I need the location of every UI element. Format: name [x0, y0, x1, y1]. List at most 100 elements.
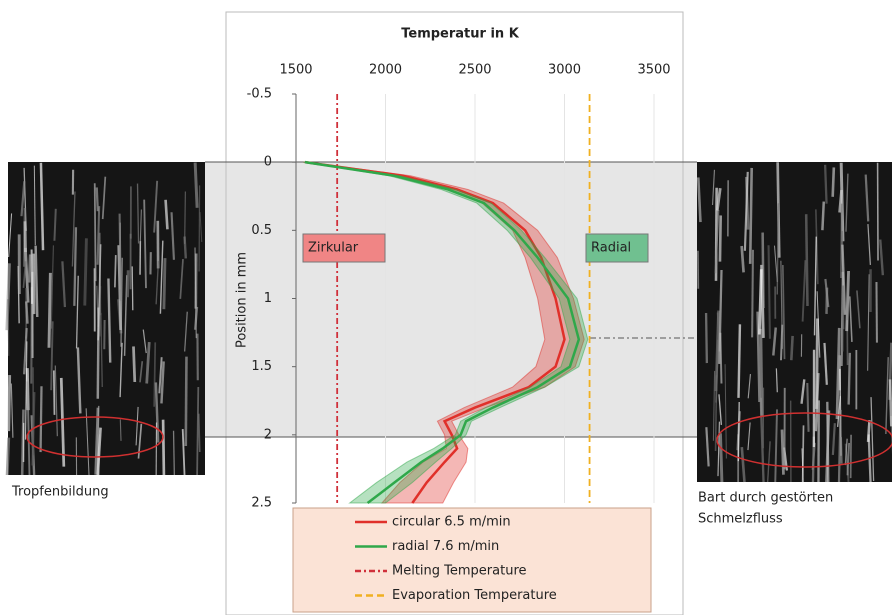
photo-streak	[801, 260, 807, 322]
photo-streak	[835, 327, 841, 420]
x-tick-label: 3000	[548, 63, 581, 78]
photo-streak	[119, 419, 122, 441]
photo-streak	[5, 437, 11, 476]
photo-streak	[800, 379, 806, 404]
y-tick-label: -0.5	[247, 87, 272, 102]
photo-streak	[23, 167, 27, 231]
photo-streak	[831, 423, 836, 455]
photo-streak	[107, 278, 112, 363]
photo-streak	[767, 245, 771, 339]
photo-streak	[845, 270, 850, 332]
photo-streak	[24, 247, 30, 303]
photo-streak	[139, 209, 142, 246]
photo-streak	[155, 260, 160, 305]
photo-streak	[53, 208, 57, 241]
photo-streak	[756, 311, 761, 403]
photo-streak	[71, 191, 76, 267]
photo-streak	[844, 438, 848, 466]
photo-streak	[153, 342, 157, 407]
photo-streak	[804, 214, 809, 307]
photo-streak	[136, 183, 140, 244]
legend-label: Melting Temperature	[392, 564, 527, 579]
photo-streak	[33, 165, 36, 246]
photo-streak	[825, 287, 829, 314]
photo-streak	[126, 270, 130, 298]
photo-streak	[135, 406, 139, 446]
photo-streak	[120, 257, 123, 347]
photo-streak	[8, 213, 13, 258]
photo-streak	[747, 422, 751, 451]
photo-streak	[714, 209, 720, 274]
photo-streak	[825, 410, 831, 483]
photo-streak	[740, 245, 745, 273]
legend	[292, 507, 652, 613]
photo-streak	[26, 381, 31, 476]
photo-streak	[801, 448, 804, 483]
photo-streak	[879, 239, 885, 276]
photo-streak	[50, 321, 54, 391]
photo-streak	[181, 429, 186, 476]
photo-streak	[839, 437, 843, 464]
caption: Schmelzfluss	[698, 512, 783, 527]
photo-streak	[24, 341, 28, 440]
photo-streak	[840, 203, 843, 279]
photo-streak	[821, 201, 826, 231]
photo-streak	[831, 167, 836, 197]
photo-streak	[160, 361, 165, 404]
photo-streak	[711, 169, 716, 206]
x-tick-label: 1500	[279, 63, 312, 78]
photo-streak	[718, 269, 723, 364]
photo-streak	[184, 311, 188, 352]
photo-streak	[737, 324, 742, 398]
photo-streak	[119, 342, 123, 398]
photo-streak	[132, 346, 137, 383]
photo-streak	[73, 227, 78, 306]
annotation-box	[585, 233, 649, 263]
photo-streak	[76, 347, 82, 414]
annotation-box	[302, 233, 386, 263]
photo-streak	[847, 352, 851, 405]
photo-streak	[96, 427, 102, 476]
photo-streak	[184, 356, 188, 447]
photo-streak	[159, 240, 164, 314]
photo-streak	[5, 263, 11, 331]
photo-streak	[823, 342, 828, 385]
photos	[5, 162, 892, 483]
photo-streak	[845, 173, 849, 232]
photo-streak	[705, 427, 710, 467]
photo-streak	[867, 224, 871, 266]
photo-streak	[20, 409, 25, 476]
photo-streak	[25, 301, 29, 324]
photo-streak	[759, 328, 764, 416]
photo-streak	[154, 382, 160, 443]
photo-streak	[839, 162, 845, 242]
photo-streak	[696, 177, 702, 223]
error-band	[303, 161, 589, 504]
photo-streak	[139, 361, 144, 383]
photo-streak	[47, 272, 52, 348]
photo-streak	[714, 310, 720, 392]
photo-streak	[54, 365, 58, 437]
photo-streak	[748, 167, 753, 264]
photo-streak	[781, 265, 786, 360]
photo-streak	[100, 312, 103, 388]
photo-streak	[751, 249, 754, 338]
y-axis-label: Position in mm	[235, 252, 250, 348]
photo-streak	[61, 261, 67, 308]
photo-streak	[93, 183, 97, 282]
photo-streak	[837, 409, 842, 483]
photo-streak	[10, 383, 14, 438]
photo-streak	[836, 396, 841, 428]
photo-streak	[712, 370, 716, 441]
photo-streak	[737, 401, 740, 462]
photo-streak	[194, 247, 197, 339]
chart-title: Temperatur in K	[401, 27, 519, 42]
photo-streak	[196, 386, 200, 476]
photo-streak	[823, 164, 828, 204]
y-tick-label: 2	[264, 427, 272, 442]
photo-streak	[813, 236, 817, 336]
photo-streak	[743, 171, 749, 251]
photo-streak	[34, 245, 39, 318]
photo-streak	[866, 420, 871, 442]
photo-streak	[197, 413, 201, 453]
